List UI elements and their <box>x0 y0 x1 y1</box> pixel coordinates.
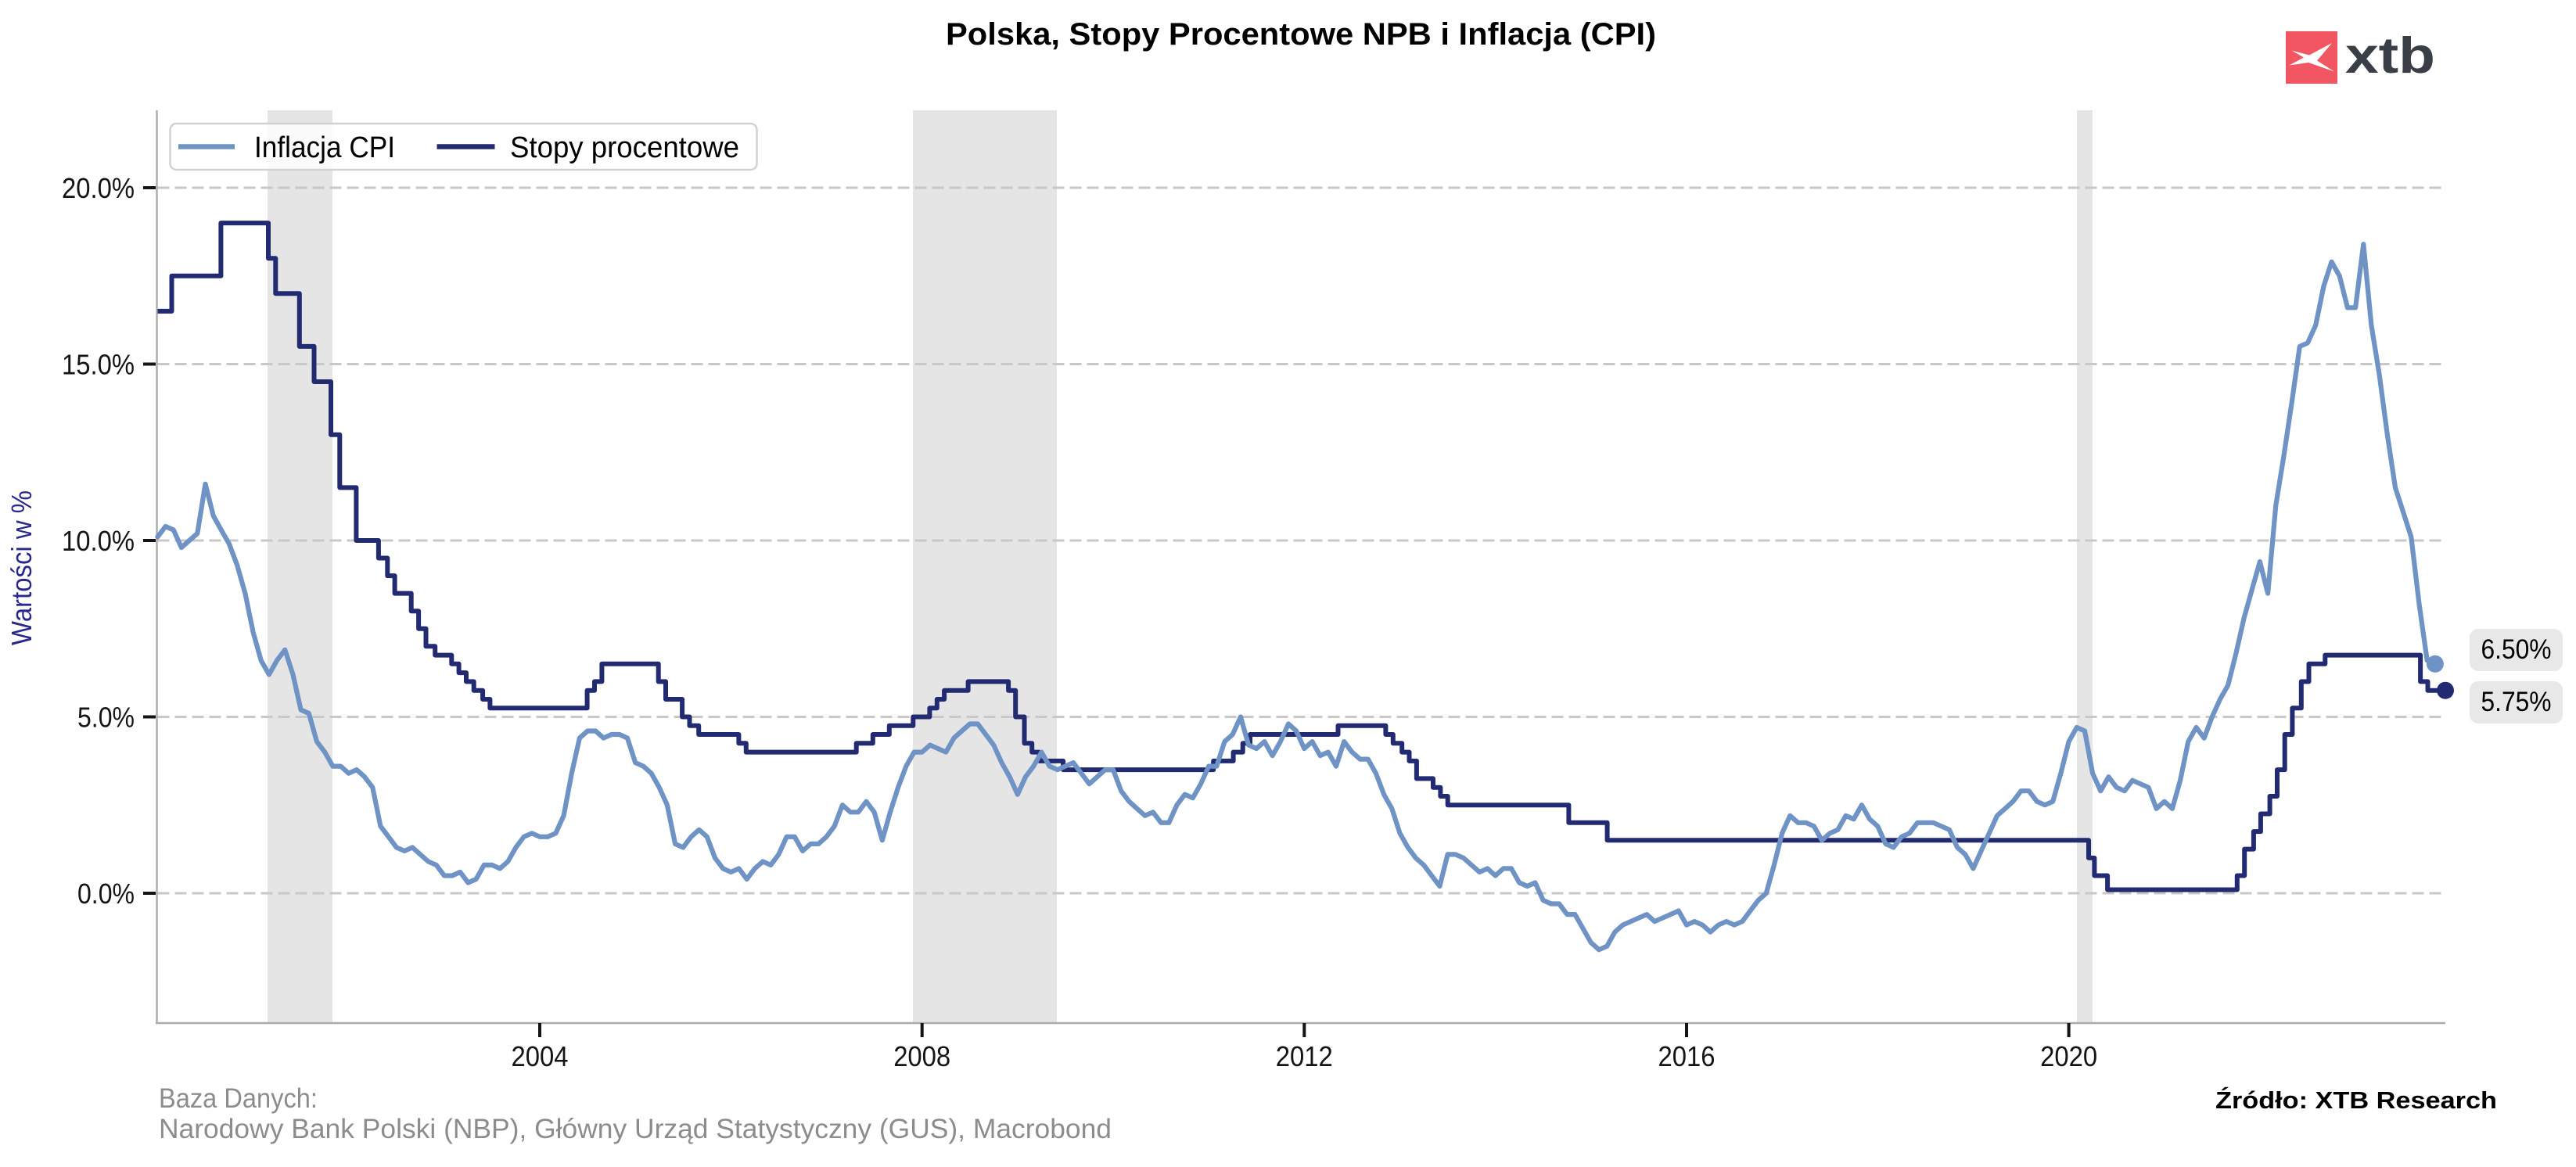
svg-text:20.0%: 20.0% <box>62 172 135 204</box>
svg-text:Źródło: XTB Research: Źródło: XTB Research <box>2215 1086 2497 1114</box>
svg-text:2004: 2004 <box>512 1040 569 1072</box>
svg-text:2012: 2012 <box>1276 1040 1333 1072</box>
svg-text:6.50%: 6.50% <box>2481 634 2552 665</box>
svg-text:2016: 2016 <box>1658 1040 1716 1072</box>
svg-text:15.0%: 15.0% <box>62 349 135 381</box>
svg-text:Polska, Stopy Procentowe NPB i: Polska, Stopy Procentowe NPB i Inflacja … <box>946 17 1656 52</box>
svg-text:2008: 2008 <box>893 1040 950 1072</box>
svg-text:5.75%: 5.75% <box>2481 687 2552 717</box>
svg-text:xtb: xtb <box>2345 27 2435 84</box>
svg-text:Narodowy Bank Polski (NBP), Gł: Narodowy Bank Polski (NBP), Główny Urząd… <box>159 1114 1112 1144</box>
svg-text:Baza Danych:: Baza Danych: <box>159 1083 318 1114</box>
svg-text:Stopy procentowe: Stopy procentowe <box>510 131 739 164</box>
svg-text:2020: 2020 <box>2040 1040 2097 1072</box>
svg-text:Inflacja CPI: Inflacja CPI <box>254 131 395 164</box>
svg-text:5.0%: 5.0% <box>77 702 135 734</box>
svg-text:0.0%: 0.0% <box>77 878 135 910</box>
svg-text:Wartości w %: Wartości w % <box>5 490 38 645</box>
svg-text:10.0%: 10.0% <box>62 525 135 557</box>
